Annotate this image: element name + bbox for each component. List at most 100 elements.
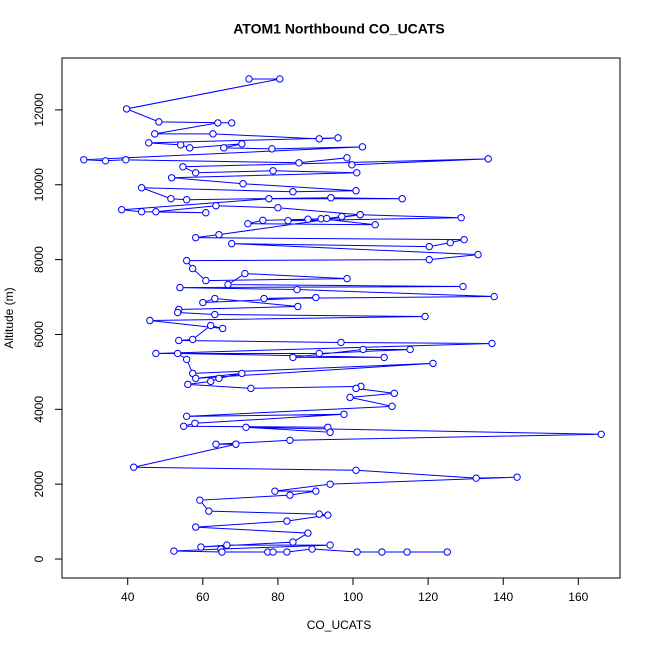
data-point (173, 308, 182, 317)
chart-title: ATOM1 Northbound CO_UCATS (233, 21, 445, 37)
data-point (191, 169, 200, 177)
y-axis-label: Altitude (m) (2, 287, 16, 348)
data-point (358, 143, 367, 151)
data-point (421, 312, 429, 321)
data-point (488, 339, 496, 348)
data-point (390, 389, 399, 398)
data-point (315, 349, 323, 358)
data-point (371, 220, 379, 229)
data-point (244, 219, 252, 228)
data-point (188, 335, 197, 344)
data-point (191, 523, 200, 531)
data-point (324, 511, 332, 519)
data-point (490, 292, 498, 301)
data-point (271, 487, 279, 495)
data-point (245, 75, 253, 83)
data-point (286, 491, 294, 499)
data-point (241, 269, 249, 278)
data-point (484, 155, 492, 163)
data-point (238, 140, 246, 148)
data-point (185, 144, 194, 152)
y-tick-label: 10000 (32, 168, 46, 202)
x-tick-label: 140 (493, 590, 513, 604)
data-point (343, 154, 351, 162)
x-axis-label: CO_UCATS (307, 618, 371, 632)
data-point (206, 321, 215, 330)
data-point (289, 188, 297, 196)
data-point (388, 402, 396, 411)
data-point (184, 380, 192, 389)
x-tick-label: 160 (568, 590, 588, 604)
data-point (228, 239, 236, 248)
data-point (179, 422, 188, 430)
data-point (228, 119, 236, 127)
data-point (232, 440, 240, 448)
data-point (137, 184, 146, 192)
data-point (380, 353, 388, 362)
data-point (211, 294, 219, 303)
x-tick-label: 80 (271, 590, 285, 604)
data-point (269, 548, 277, 556)
data-point (197, 543, 205, 551)
data-point (293, 285, 301, 294)
data-point (209, 130, 217, 138)
data-point (472, 474, 480, 482)
data-point (242, 423, 250, 431)
data-point (340, 410, 348, 418)
data-point (260, 294, 268, 303)
data-point (182, 196, 191, 204)
x-tick-label: 60 (196, 590, 210, 604)
data-point (289, 353, 297, 362)
data-point (215, 230, 223, 239)
data-point (597, 430, 605, 438)
data-point (206, 377, 215, 386)
data-point (398, 195, 406, 203)
data-point (239, 180, 247, 188)
data-point (457, 213, 465, 222)
data-point (283, 517, 291, 525)
data-point (353, 548, 361, 556)
data-point (265, 195, 273, 203)
data-point (343, 274, 351, 283)
data-point (312, 487, 320, 495)
data-point (425, 242, 433, 251)
data-point (315, 510, 323, 518)
y-tick-label: 8000 (32, 246, 46, 273)
data-point (155, 118, 163, 126)
data-point (378, 548, 386, 556)
data-point (334, 134, 342, 142)
data-point (175, 336, 183, 345)
data-point (459, 282, 467, 291)
data-point (352, 384, 360, 393)
data-point (145, 139, 153, 147)
data-point (429, 359, 437, 368)
data-point (122, 156, 130, 164)
data-point (304, 529, 312, 537)
data-point (259, 216, 267, 225)
data-point (513, 473, 521, 481)
data-point (80, 156, 88, 164)
data-point (214, 119, 222, 127)
data-point (284, 216, 292, 225)
data-point (276, 75, 284, 83)
data-point (118, 206, 126, 214)
data-point (425, 255, 433, 264)
data-point (152, 349, 160, 358)
x-tick-label: 120 (418, 590, 438, 604)
data-point (352, 466, 360, 474)
data-point (247, 384, 255, 393)
data-point (238, 369, 246, 378)
y-tick-label: 2000 (32, 471, 46, 498)
data-point (173, 349, 182, 358)
data-point (286, 436, 294, 444)
data-point (353, 169, 361, 177)
data-point (152, 208, 160, 216)
data-point (176, 283, 184, 292)
data-point (191, 233, 200, 242)
y-tick-label: 6000 (32, 321, 46, 348)
x-tick-label: 40 (121, 590, 135, 604)
data-point (151, 130, 159, 138)
data-point (212, 440, 220, 448)
